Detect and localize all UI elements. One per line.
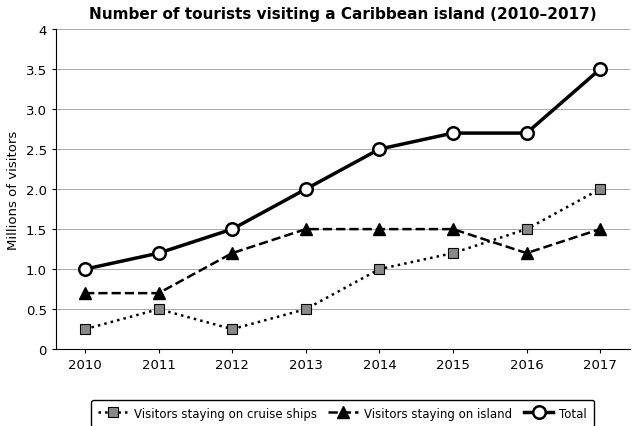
Y-axis label: Millions of visitors: Millions of visitors bbox=[7, 130, 20, 249]
Title: Number of tourists visiting a Caribbean island (2010–2017): Number of tourists visiting a Caribbean … bbox=[89, 7, 596, 22]
Legend: Visitors staying on cruise ships, Visitors staying on island, Total: Visitors staying on cruise ships, Visito… bbox=[91, 400, 594, 426]
